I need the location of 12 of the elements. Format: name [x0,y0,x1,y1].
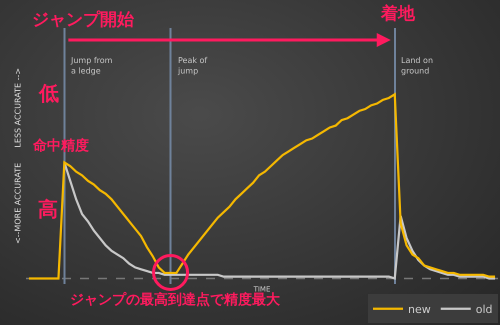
text: Jump from a ledge [70,56,113,76]
text: Peak of jump [177,56,208,76]
text: Land on ground [401,56,434,76]
legend-label: old [476,303,493,316]
annotation: 命中精度 [32,137,89,154]
text: ジャンプの最高到達点で精度最大 [70,291,281,308]
annotation: 高 [38,197,58,221]
text: ジャンプ開始 [32,10,135,30]
legend-label: new [408,303,431,316]
y-axis-title: <--MORE ACCURATE LESS ACCURATE --> [14,68,23,244]
annotation: 低 [38,81,59,105]
text: 着地 [380,4,416,24]
